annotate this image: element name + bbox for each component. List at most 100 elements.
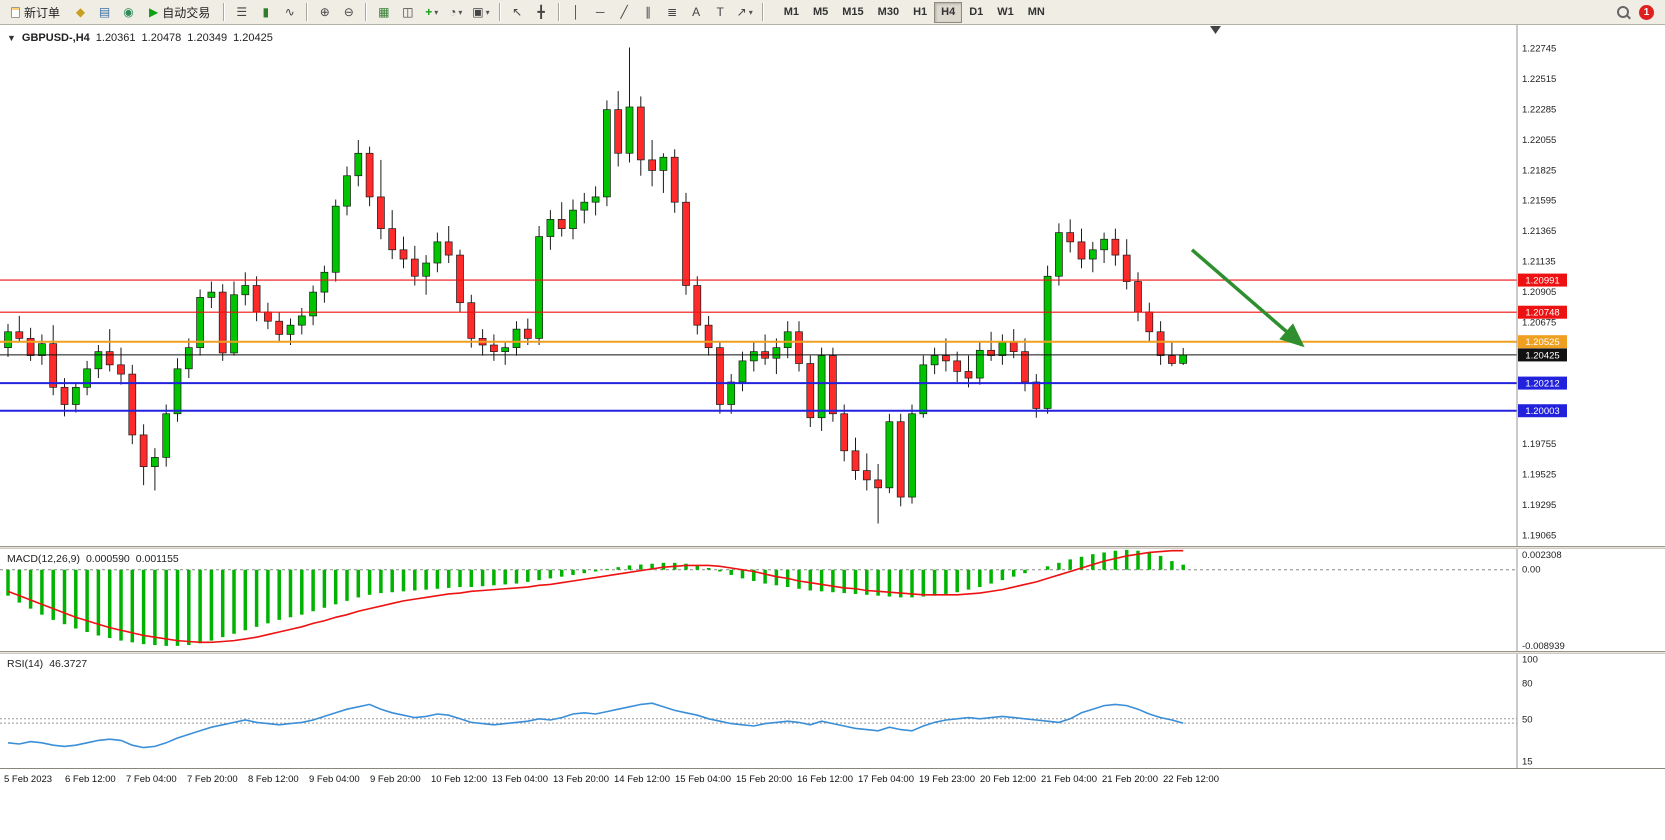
indicators-button[interactable]: + ▾ — [420, 2, 443, 23]
zoom-in-button[interactable]: ⊕ — [313, 2, 336, 23]
time-axis-label: 7 Feb 04:00 — [126, 774, 177, 785]
rsi-label: RSI(14) 46.3727 — [7, 658, 88, 670]
trendline-button[interactable]: ╱ — [613, 2, 636, 23]
svg-text:1.20212: 1.20212 — [1525, 379, 1559, 390]
timeframe-h4-button[interactable]: H4 — [934, 1, 963, 23]
timeframe-m1-button[interactable]: M1 — [777, 2, 806, 23]
cursor-icon: ↖ — [512, 5, 523, 19]
data-window-button[interactable]: ▤ — [93, 2, 116, 23]
time-axis-label: 20 Feb 12:00 — [980, 774, 1036, 785]
notification-badge[interactable]: 1 — [1639, 4, 1654, 20]
fibonacci-button[interactable]: ≣ — [661, 2, 684, 23]
ohlc-high: 1.20478 — [141, 32, 182, 44]
chart-window: ▼ GBPUSD-,H4 1.20361 1.20478 1.20349 1.2… — [0, 25, 1665, 840]
chart-dropdown-icon[interactable]: ▼ — [7, 33, 16, 43]
indicators-icon: + — [425, 5, 433, 19]
crosshair-button[interactable]: ╋ — [530, 2, 553, 23]
cascade-windows-button[interactable]: ◫ — [396, 2, 419, 23]
bar-chart-button[interactable]: ☰ — [230, 2, 253, 23]
svg-text:1.22745: 1.22745 — [1522, 44, 1556, 55]
svg-text:1.22055: 1.22055 — [1522, 135, 1556, 146]
periods-button[interactable]: ◔ ▾ — [444, 2, 467, 23]
timeframe-d1-button[interactable]: D1 — [962, 2, 990, 23]
chevron-down-icon: ▾ — [458, 7, 463, 17]
market-watch-button[interactable]: ◆ — [69, 2, 92, 23]
main-chart-canvas[interactable]: 1.20991 1.20748 1.20525 1.20425 1.20212 1.200… — [0, 25, 1665, 546]
macd-label: MACD(12,26,9) 0.000590 0.001155 — [7, 553, 179, 565]
zoom-out-button[interactable]: ⊖ — [337, 2, 360, 23]
svg-text:1.20003: 1.20003 — [1525, 406, 1559, 417]
toolbar-separator — [365, 3, 368, 21]
horizontal-line-button[interactable]: ─ — [589, 2, 612, 23]
ohlc-open: 1.20361 — [95, 32, 136, 44]
svg-text:15: 15 — [1522, 756, 1533, 767]
vertical-line-button[interactable]: │ — [565, 2, 588, 23]
time-axis-label: 7 Feb 20:00 — [187, 774, 238, 785]
timeframe-mn-button[interactable]: MN — [1021, 2, 1052, 23]
timeframe-w1-button[interactable]: W1 — [990, 2, 1021, 23]
svg-text:1.19755: 1.19755 — [1522, 439, 1556, 450]
line-chart-icon: ∿ — [284, 5, 295, 19]
vertical-line-icon: │ — [572, 5, 580, 19]
arrows-icon: ↗ — [736, 5, 747, 19]
autotrading-play-icon: ▶ — [149, 5, 159, 19]
tile-windows-icon: ▦ — [378, 5, 390, 19]
time-axis-label: 10 Feb 12:00 — [431, 774, 487, 785]
text-button[interactable]: A — [685, 2, 708, 23]
svg-text:1.20675: 1.20675 — [1522, 317, 1556, 328]
svg-text:0.00: 0.00 — [1522, 565, 1541, 576]
templates-icon: ▣ — [472, 5, 484, 19]
toolbar-separator — [498, 3, 501, 21]
time-axis[interactable]: 5 Feb 2023 6 Feb 12:00 7 Feb 04:00 7 Feb 20… — [0, 768, 1665, 788]
autotrading-label: 自动交易 — [162, 5, 211, 20]
timeframe-m5-button[interactable]: M5 — [806, 2, 835, 23]
timeframe-m30-button[interactable]: M30 — [871, 2, 906, 23]
templates-button[interactable]: ▣ ▾ — [468, 2, 493, 23]
tile-windows-button[interactable]: ▦ — [372, 2, 395, 23]
line-chart-button[interactable]: ∿ — [278, 2, 301, 23]
toolbar-separator — [761, 3, 764, 21]
panel-divider[interactable] — [0, 546, 1665, 549]
svg-text:50: 50 — [1522, 714, 1533, 725]
svg-text:1.21595: 1.21595 — [1522, 196, 1556, 207]
toolbar-separator — [557, 3, 560, 21]
data-window-icon: ▤ — [98, 5, 111, 19]
candlestick-chart-button[interactable]: ▮ — [254, 2, 277, 23]
svg-text:100: 100 — [1522, 654, 1538, 665]
text-label-button[interactable]: T — [709, 2, 732, 23]
svg-text:1.21365: 1.21365 — [1522, 226, 1556, 237]
macd-panel: MACD(12,26,9) 0.000590 0.001155 0.002308… — [0, 549, 1665, 651]
panel-divider[interactable] — [0, 651, 1665, 654]
new-order-label: 新订单 — [24, 5, 61, 20]
channel-button[interactable]: ∥ — [637, 2, 660, 23]
search-icon[interactable] — [1615, 4, 1631, 20]
svg-text:1.20905: 1.20905 — [1522, 287, 1556, 298]
arrows-button[interactable]: ↗ ▾ — [733, 2, 757, 23]
svg-text:1.20425: 1.20425 — [1525, 350, 1559, 361]
time-axis-label: 9 Feb 04:00 — [309, 774, 360, 785]
crosshair-icon: ╋ — [537, 5, 545, 19]
svg-text:80: 80 — [1522, 678, 1533, 689]
time-axis-label: 15 Feb 20:00 — [736, 774, 792, 785]
time-axis-label: 13 Feb 04:00 — [492, 774, 548, 785]
new-order-icon — [11, 6, 20, 18]
svg-text:1.20748: 1.20748 — [1525, 308, 1559, 319]
horizontal-line-icon: ─ — [595, 5, 605, 19]
navigator-button[interactable]: ◉ — [117, 2, 140, 23]
chevron-down-icon: ▾ — [485, 7, 490, 17]
autotrading-button[interactable]: ▶ 自动交易 — [141, 2, 218, 23]
svg-text:1.20991: 1.20991 — [1525, 276, 1559, 287]
macd-signal-value: 0.001155 — [135, 553, 179, 565]
time-axis-label: 19 Feb 23:00 — [919, 774, 975, 785]
macd-chart-canvas[interactable]: 0.002308 0.00 -0.008939 — [0, 549, 1665, 651]
zoom-out-icon: ⊖ — [343, 5, 354, 19]
cursor-button[interactable]: ↖ — [506, 2, 529, 23]
rsi-panel: RSI(14) 46.3727 100 80 50 15 — [0, 654, 1665, 768]
candlestick-chart-icon: ▮ — [262, 5, 270, 19]
timeframe-h1-button[interactable]: H1 — [906, 2, 934, 23]
new-order-button[interactable]: 新订单 — [3, 2, 68, 23]
svg-text:1.19295: 1.19295 — [1522, 500, 1556, 511]
timeframe-m15-button[interactable]: M15 — [835, 2, 870, 23]
svg-text:-0.008939: -0.008939 — [1522, 641, 1565, 651]
rsi-chart-canvas[interactable]: 100 80 50 15 — [0, 654, 1665, 768]
